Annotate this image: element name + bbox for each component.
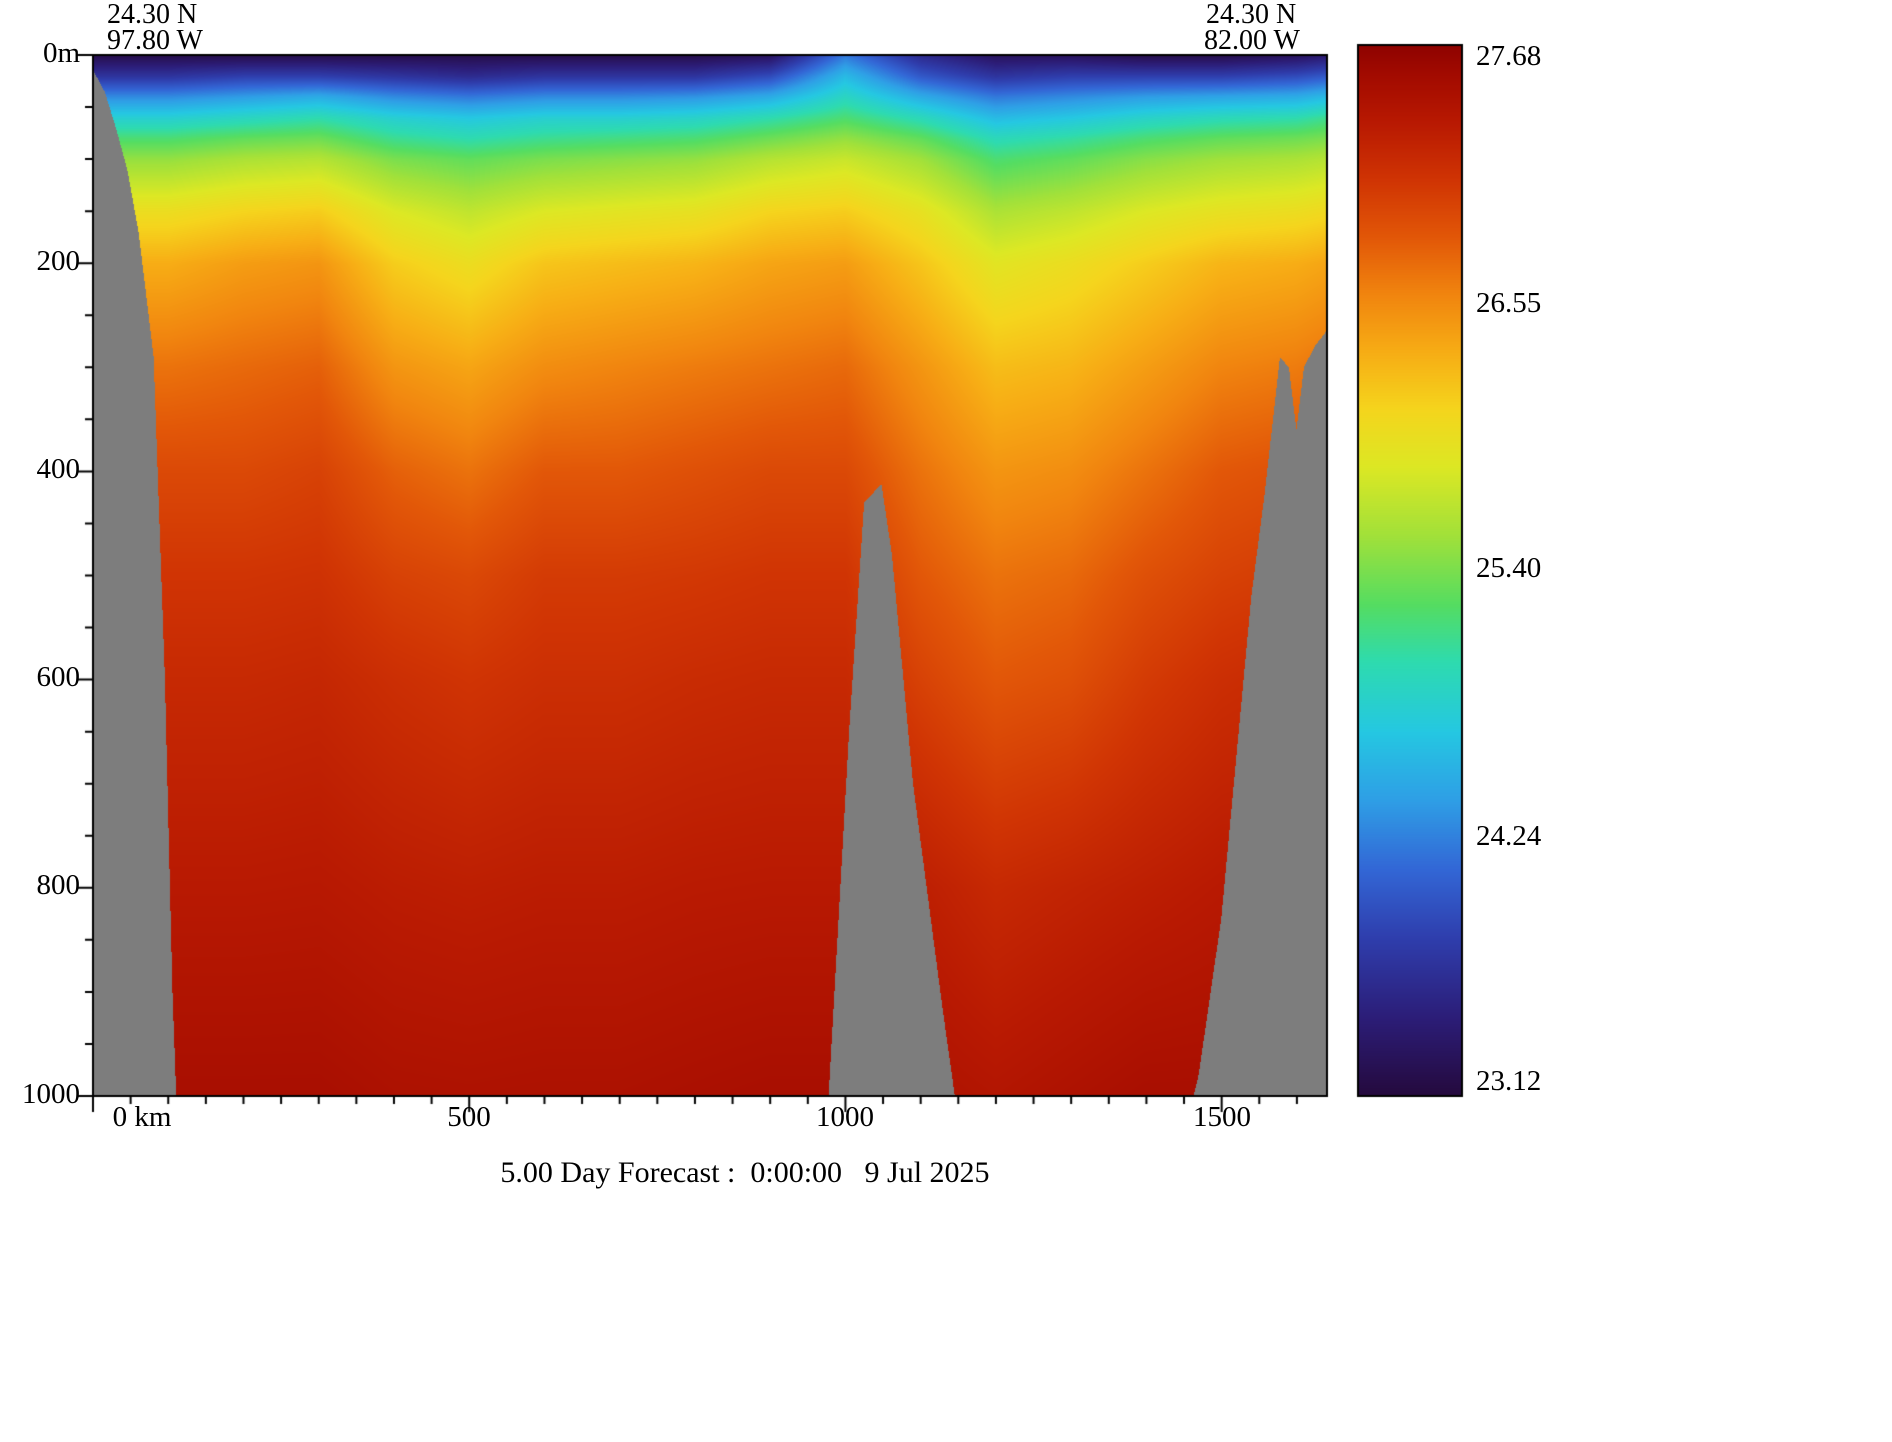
colorbar-label-2312: 23.12: [1476, 1065, 1542, 1097]
y-tick-label-1000: 1000: [22, 1078, 80, 1110]
y-tick-label-400: 400: [36, 453, 81, 485]
colorbar-label-2768: 27.68: [1476, 40, 1542, 72]
colorbar-label-2424: 24.24: [1476, 820, 1542, 852]
x-tick-label-500: 500: [447, 1101, 491, 1133]
colorbar-label-2655: 26.55: [1476, 287, 1542, 319]
y-tick-label-0m: 0m: [42, 37, 80, 69]
colorbar-label-2540: 25.40: [1476, 552, 1542, 584]
y-tick-label-600: 600: [36, 661, 81, 693]
y-tick-label-200: 200: [36, 245, 81, 277]
x-tick-label-1000: 1000: [816, 1101, 874, 1133]
y-tick-label-800: 800: [36, 869, 81, 901]
x-tick-label-0km: 0 km: [112, 1101, 172, 1133]
x-tick-label-1500: 1500: [1193, 1101, 1251, 1133]
forecast-caption: 5.00 Day Forecast : 0:00:00 9 Jul 2025: [500, 1156, 990, 1189]
